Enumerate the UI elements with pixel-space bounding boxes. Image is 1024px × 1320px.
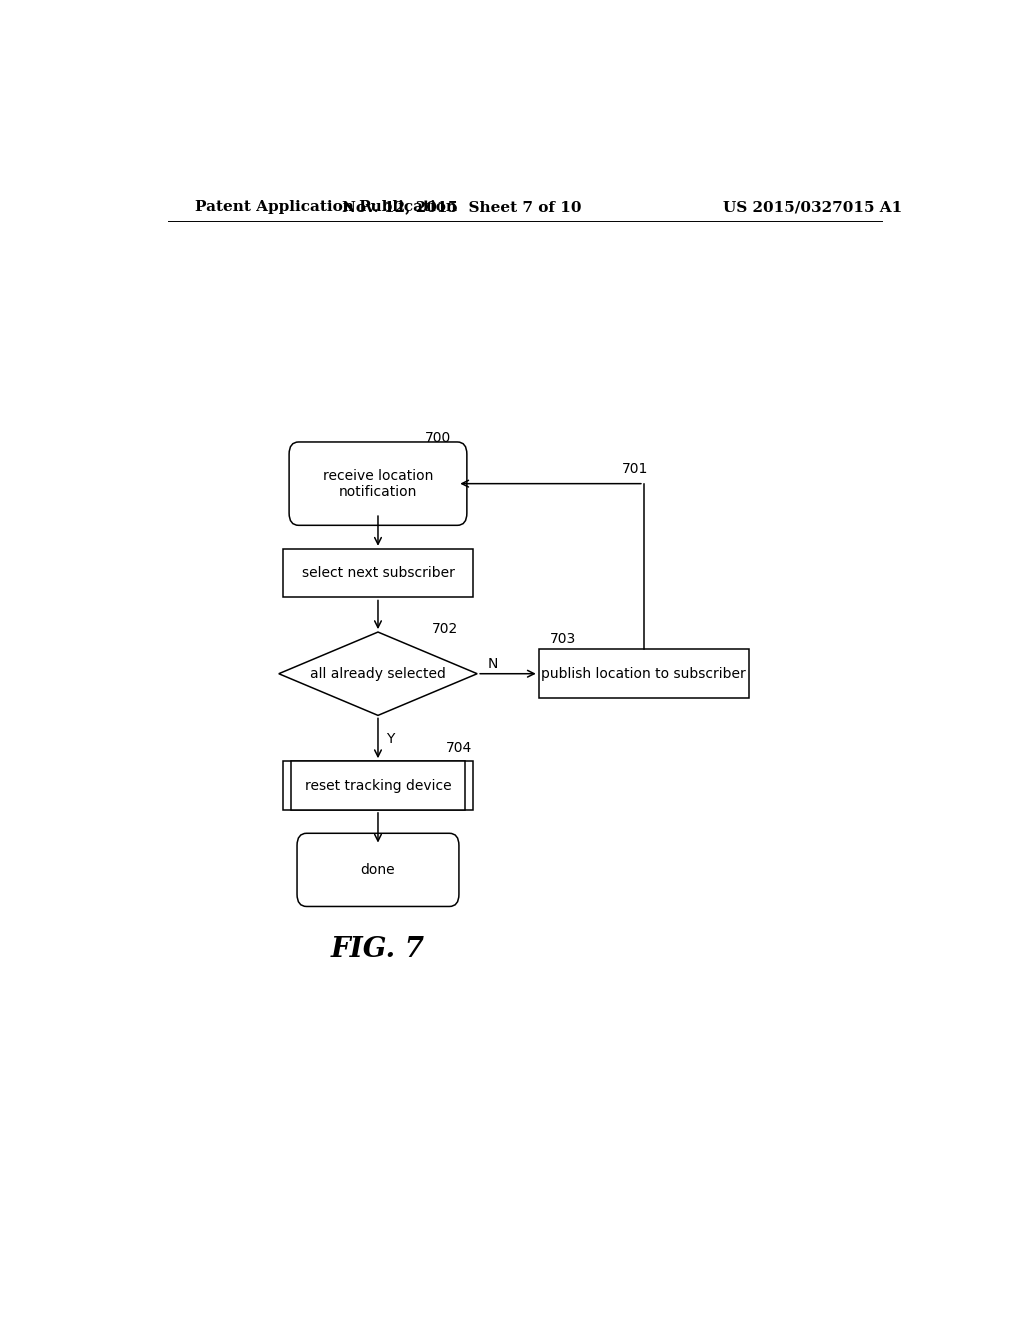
Text: 701: 701 [622,462,648,475]
Bar [291,762,465,810]
Text: 703: 703 [550,632,577,647]
Text: US 2015/0327015 A1: US 2015/0327015 A1 [723,201,902,214]
Text: FIG. 7: FIG. 7 [331,936,425,962]
Text: done: done [360,863,395,876]
Text: all already selected: all already selected [310,667,445,681]
Text: Patent Application Publication: Patent Application Publication [196,201,458,214]
Text: receive location
notification: receive location notification [323,469,433,499]
Text: N: N [487,656,498,671]
Polygon shape [279,632,477,715]
Bar [283,549,473,598]
Text: 702: 702 [432,622,459,636]
Text: publish location to subscriber: publish location to subscriber [542,667,746,681]
Text: select next subscriber: select next subscriber [301,566,455,579]
Bar [539,649,749,698]
Text: Y: Y [386,731,394,746]
Text: reset tracking device: reset tracking device [305,779,452,792]
Bar [283,762,473,810]
Text: 700: 700 [424,432,451,445]
Text: Nov. 12, 2015  Sheet 7 of 10: Nov. 12, 2015 Sheet 7 of 10 [342,201,581,214]
Text: 704: 704 [445,741,472,755]
FancyBboxPatch shape [297,833,459,907]
FancyBboxPatch shape [289,442,467,525]
